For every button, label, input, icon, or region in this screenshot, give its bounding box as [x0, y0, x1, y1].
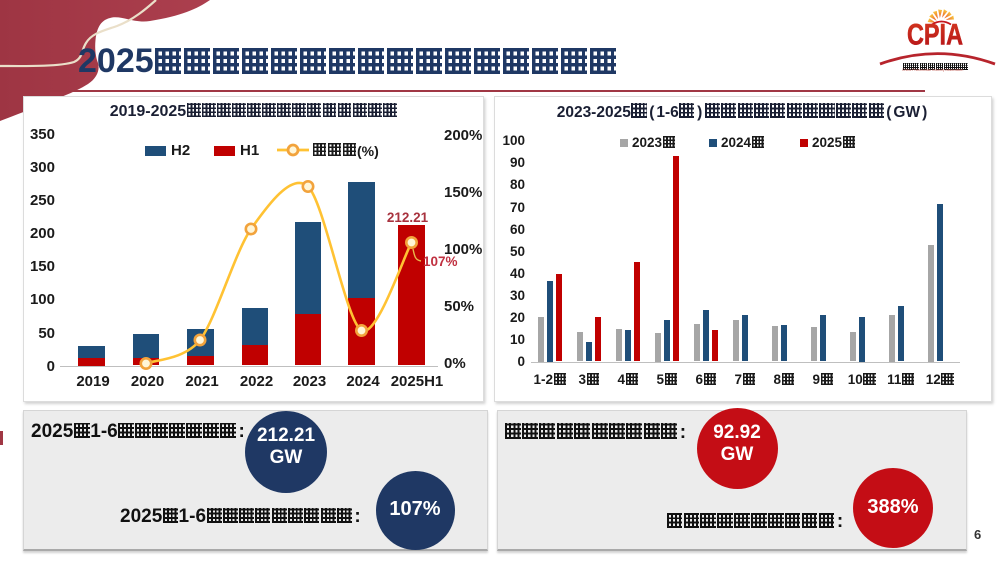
- svg-text:CPIA: CPIA: [907, 19, 963, 52]
